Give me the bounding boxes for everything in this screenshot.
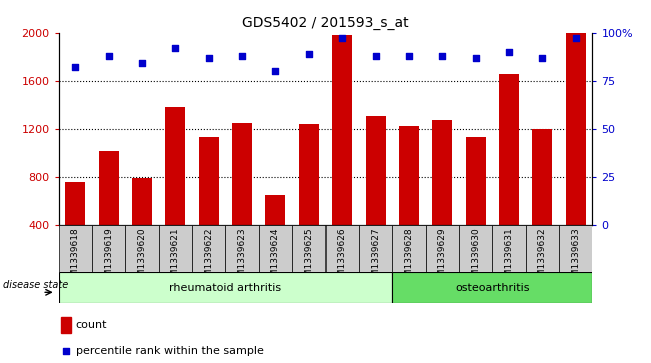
Bar bbox=[59, 272, 392, 303]
Bar bbox=[559, 225, 592, 272]
Text: GSM1339619: GSM1339619 bbox=[104, 227, 113, 288]
Point bbox=[270, 68, 281, 74]
Bar bbox=[392, 225, 426, 272]
Bar bbox=[399, 126, 419, 225]
Point bbox=[303, 51, 314, 57]
Bar bbox=[326, 225, 359, 272]
Point bbox=[437, 53, 447, 59]
Bar bbox=[99, 151, 118, 225]
Text: rheumatoid arthritis: rheumatoid arthritis bbox=[169, 283, 281, 293]
Text: GSM1339625: GSM1339625 bbox=[304, 227, 313, 288]
Bar bbox=[459, 225, 492, 272]
Bar bbox=[525, 225, 559, 272]
Point bbox=[70, 64, 81, 70]
Bar bbox=[192, 225, 225, 272]
Bar bbox=[432, 121, 452, 225]
Text: percentile rank within the sample: percentile rank within the sample bbox=[76, 346, 264, 356]
Bar bbox=[566, 33, 586, 225]
Bar bbox=[199, 137, 219, 225]
Bar bbox=[132, 178, 152, 225]
Bar bbox=[258, 225, 292, 272]
Text: GSM1339632: GSM1339632 bbox=[538, 227, 547, 288]
Bar bbox=[492, 225, 525, 272]
Point bbox=[337, 36, 348, 41]
Text: GSM1339629: GSM1339629 bbox=[437, 227, 447, 288]
Text: GSM1339631: GSM1339631 bbox=[505, 227, 514, 288]
Point bbox=[504, 49, 514, 55]
Point bbox=[570, 36, 581, 41]
Text: GSM1339622: GSM1339622 bbox=[204, 227, 214, 288]
Bar bbox=[266, 195, 285, 225]
Point bbox=[370, 53, 381, 59]
Text: GSM1339624: GSM1339624 bbox=[271, 227, 280, 288]
Bar bbox=[159, 225, 192, 272]
Text: GSM1339621: GSM1339621 bbox=[171, 227, 180, 288]
Text: GSM1339627: GSM1339627 bbox=[371, 227, 380, 288]
Text: GSM1339626: GSM1339626 bbox=[338, 227, 347, 288]
Bar bbox=[299, 124, 319, 225]
Bar bbox=[232, 123, 252, 225]
Bar bbox=[332, 35, 352, 225]
Text: disease state: disease state bbox=[3, 280, 68, 290]
Point bbox=[204, 55, 214, 61]
Bar bbox=[65, 182, 85, 225]
Text: osteoarthritis: osteoarthritis bbox=[455, 283, 529, 293]
Text: GSM1339628: GSM1339628 bbox=[404, 227, 413, 288]
Point bbox=[237, 53, 247, 59]
Point bbox=[170, 45, 180, 51]
Bar bbox=[465, 137, 486, 225]
Bar bbox=[59, 225, 92, 272]
Bar bbox=[365, 116, 385, 225]
Bar bbox=[533, 129, 552, 225]
Text: GSM1339620: GSM1339620 bbox=[137, 227, 146, 288]
Bar bbox=[165, 107, 186, 225]
Bar bbox=[92, 225, 125, 272]
Bar bbox=[426, 225, 459, 272]
Text: GSM1339630: GSM1339630 bbox=[471, 227, 480, 288]
Point bbox=[537, 55, 547, 61]
Title: GDS5402 / 201593_s_at: GDS5402 / 201593_s_at bbox=[242, 16, 409, 30]
Bar bbox=[225, 225, 258, 272]
Bar bbox=[499, 74, 519, 225]
Bar bbox=[292, 225, 326, 272]
Point bbox=[104, 53, 114, 59]
Bar bbox=[61, 317, 71, 333]
Bar bbox=[359, 225, 392, 272]
Text: GSM1339633: GSM1339633 bbox=[571, 227, 580, 288]
Point bbox=[471, 55, 481, 61]
Text: GSM1339618: GSM1339618 bbox=[71, 227, 80, 288]
Point bbox=[61, 348, 71, 354]
Text: GSM1339623: GSM1339623 bbox=[238, 227, 247, 288]
Bar bbox=[392, 272, 592, 303]
Point bbox=[137, 61, 147, 66]
Bar bbox=[125, 225, 159, 272]
Text: count: count bbox=[76, 320, 107, 330]
Point bbox=[404, 53, 414, 59]
